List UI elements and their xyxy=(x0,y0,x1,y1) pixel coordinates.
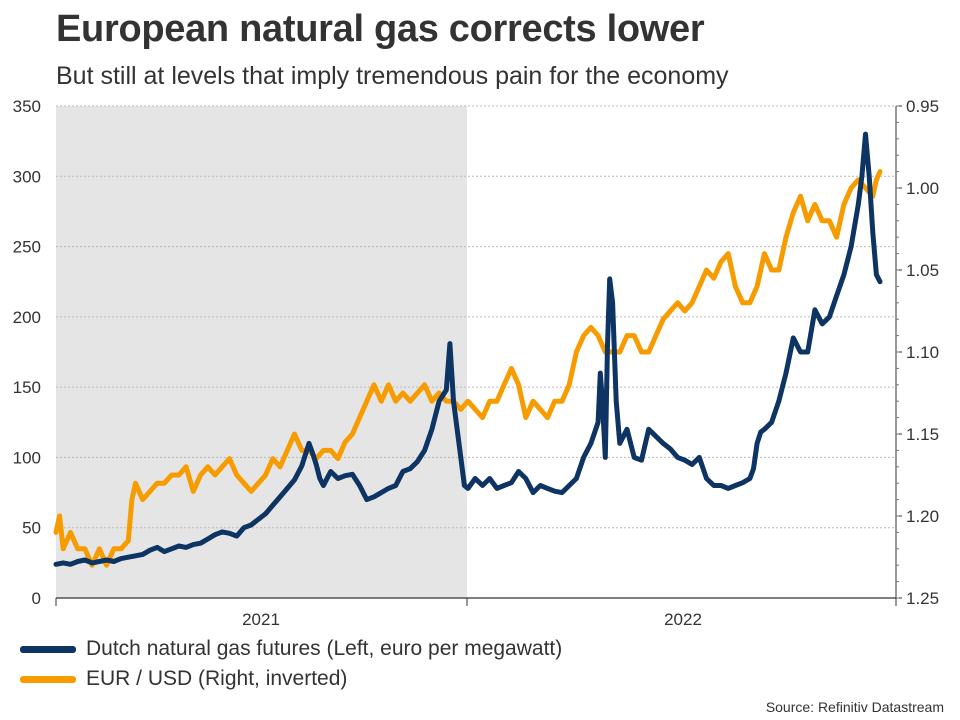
left-tick-label: 150 xyxy=(13,378,41,397)
legend-swatch-gas xyxy=(20,645,76,653)
legend-label-eurusd: EUR / USD (Right, inverted) xyxy=(86,667,348,690)
shaded-region-2021 xyxy=(56,106,467,598)
left-axis: 0 50 100 150 200 250 300 350 xyxy=(13,97,41,608)
right-tick-label: 1.15 xyxy=(906,425,939,444)
legend-item-eurusd: EUR / USD (Right, inverted) xyxy=(20,667,347,691)
chart-subtitle: But still at levels that imply tremendou… xyxy=(56,62,729,90)
right-axis: 0.95 1.00 1.05 1.10 1.15 1.20 1.25 xyxy=(895,97,939,608)
legend-item-gas: Dutch natural gas futures (Left, euro pe… xyxy=(20,637,562,661)
right-tick-label: 1.25 xyxy=(906,589,939,608)
gas-futures-line xyxy=(53,131,883,567)
left-tick-label: 50 xyxy=(22,519,41,538)
right-tick-label: 1.10 xyxy=(906,343,939,362)
right-tick-label: 1.00 xyxy=(906,179,939,198)
eurusd-line xyxy=(53,169,883,568)
x-tick-label: 2022 xyxy=(664,610,702,629)
left-tick-label: 250 xyxy=(13,238,41,257)
left-tick-label: 350 xyxy=(13,97,41,116)
left-tick-label: 300 xyxy=(13,167,41,186)
legend-label-gas: Dutch natural gas futures (Left, euro pe… xyxy=(86,637,563,660)
right-tick-label: 0.95 xyxy=(906,97,939,116)
gridlines xyxy=(56,105,896,529)
left-tick-label: 200 xyxy=(13,308,41,327)
chart-title: European natural gas corrects lower xyxy=(56,8,705,50)
source-note: Source: Refinitiv Datastream xyxy=(765,699,944,715)
left-tick-label: 0 xyxy=(32,589,41,608)
right-tick-label: 1.20 xyxy=(906,507,939,526)
right-tick-label: 1.05 xyxy=(906,261,939,280)
legend-swatch-eurusd xyxy=(20,675,76,683)
left-tick-label: 100 xyxy=(13,448,41,467)
chart-svg: 0 50 100 150 200 250 300 350 0.95 1.00 1.05 1.10 1.… xyxy=(13,97,939,629)
x-axis: 2021 2022 xyxy=(55,597,897,629)
x-tick-label: 2021 xyxy=(242,610,280,629)
